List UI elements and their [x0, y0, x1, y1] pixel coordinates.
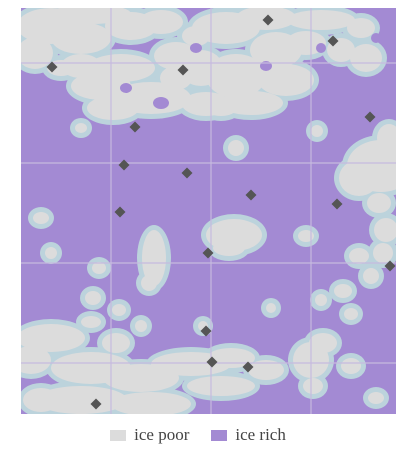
ice-poor-region — [135, 320, 147, 332]
ice-poor-regions — [21, 8, 396, 414]
ice-poor-region — [349, 248, 369, 264]
ice-poor-region — [315, 294, 327, 306]
legend-item-ice-rich: ice rich — [211, 425, 286, 445]
legend-label-ice-rich: ice rich — [235, 425, 286, 444]
station-marker-icon — [129, 121, 141, 133]
station-marker-icon — [331, 198, 343, 210]
legend-label-ice-poor: ice poor — [134, 425, 190, 444]
ice-poor-region — [363, 268, 379, 284]
ice-rich-patch — [316, 43, 326, 53]
ice-poor-region — [141, 275, 157, 291]
ice-poor-region — [139, 10, 183, 34]
ice-poor-region — [81, 316, 101, 328]
ice-poor-region — [286, 31, 326, 55]
ice-poor-region — [248, 360, 284, 380]
ice-poor-region — [266, 303, 276, 313]
station-marker-icon — [245, 189, 257, 201]
ice-rich-patch — [153, 97, 169, 109]
ice-map-canvas — [21, 8, 396, 414]
ice-poor-region — [374, 218, 396, 242]
ice-poor-region — [350, 44, 382, 72]
ice-rich-swatch — [211, 429, 228, 441]
station-marker-icon — [202, 247, 214, 259]
ice-rich-patch — [120, 83, 132, 93]
ice-poor-region — [45, 247, 57, 259]
station-marker-icon — [200, 325, 212, 337]
ice-poor-region — [23, 388, 59, 412]
ice-poor-region — [298, 230, 314, 242]
ice-poor-region — [341, 358, 361, 374]
ice-poor-region — [102, 333, 130, 353]
station-marker-icon — [46, 61, 58, 73]
ice-poor-region — [311, 125, 323, 137]
ice-poor-region — [213, 240, 245, 256]
ice-poor-region — [258, 64, 314, 96]
station-markers — [46, 14, 396, 410]
ice-poor-region — [228, 140, 244, 156]
ice-poor-region — [373, 243, 393, 263]
ice-poor-region — [21, 346, 51, 374]
ice-poor-region — [206, 54, 266, 98]
map-legend: ice poor ice rich — [0, 424, 396, 446]
ice-map[interactable] — [21, 8, 396, 414]
ice-poor-region — [21, 324, 85, 352]
ice-poor-region — [344, 308, 358, 320]
ice-poor-region — [287, 10, 355, 30]
ice-poor-region — [303, 378, 323, 394]
ice-poor-region — [367, 193, 391, 213]
station-marker-icon — [327, 35, 339, 47]
ice-poor-region — [75, 123, 87, 133]
ice-poor-region — [51, 22, 111, 54]
ice-poor-region — [125, 14, 141, 26]
ice-poor-region — [112, 304, 126, 316]
ice-poor-swatch — [110, 429, 127, 441]
ice-poor-region — [347, 18, 375, 38]
ice-poor-region — [309, 333, 337, 353]
station-marker-icon — [206, 356, 218, 368]
ice-poor-region — [205, 100, 237, 116]
station-marker-icon — [114, 206, 126, 218]
ice-poor-region — [35, 386, 127, 414]
ice-poor-region — [377, 124, 396, 152]
station-marker-icon — [384, 260, 396, 272]
station-marker-icon — [262, 14, 274, 26]
ice-poor-region — [368, 392, 384, 404]
station-marker-icon — [364, 111, 376, 123]
ice-poor-region — [334, 284, 352, 298]
ice-rich-patch — [190, 43, 202, 53]
station-marker-icon — [90, 398, 102, 410]
ice-poor-region — [33, 212, 49, 224]
station-marker-icon — [242, 361, 254, 373]
station-marker-icon — [118, 159, 130, 171]
ice-poor-region — [187, 376, 255, 396]
ice-poor-region — [111, 392, 191, 414]
legend-item-ice-poor: ice poor — [110, 425, 189, 445]
ice-poor-region — [142, 230, 166, 286]
station-marker-icon — [177, 64, 189, 76]
ice-poor-region — [339, 160, 379, 196]
station-marker-icon — [181, 167, 193, 179]
ice-poor-region — [92, 262, 106, 274]
ice-poor-region — [87, 96, 139, 120]
ice-rich-patch — [371, 33, 381, 43]
ice-poor-region — [21, 37, 53, 69]
ice-poor-region — [85, 291, 101, 305]
